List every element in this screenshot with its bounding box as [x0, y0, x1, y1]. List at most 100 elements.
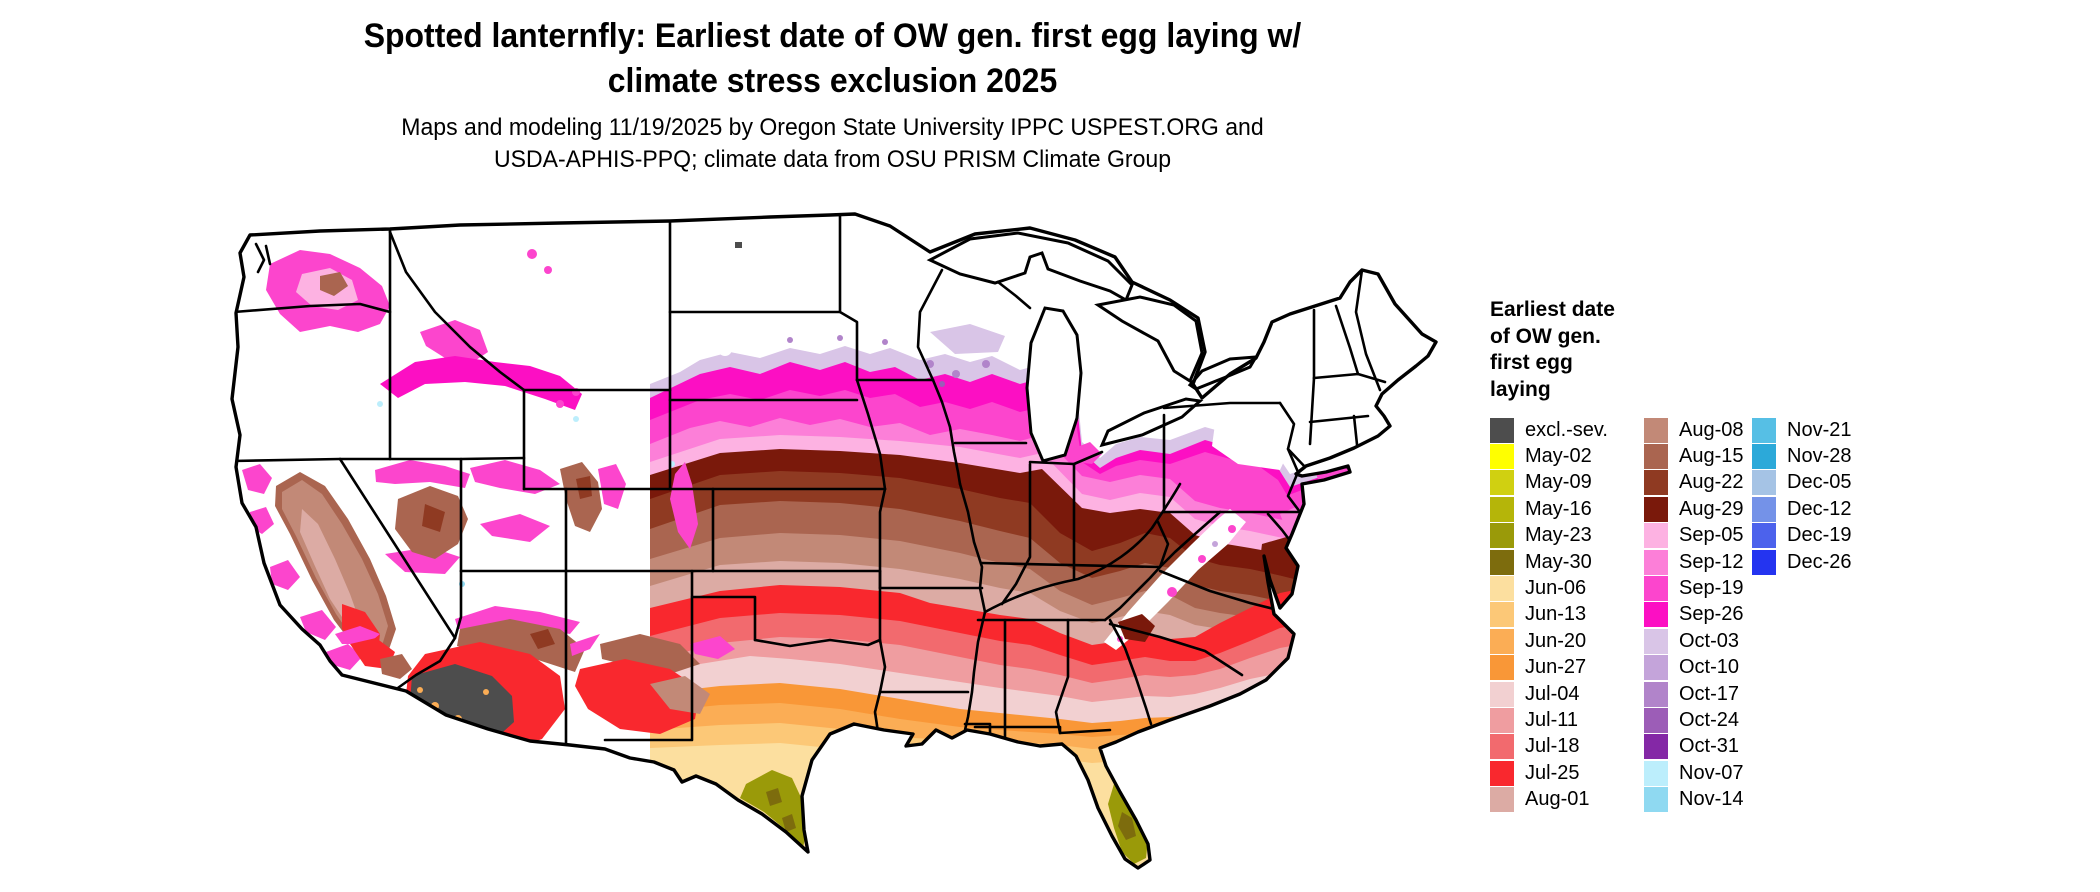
- border-vt-nh: [1334, 304, 1360, 376]
- border-il-mo: [958, 482, 987, 614]
- legend-entry-label: Jun-06: [1525, 577, 1587, 600]
- legend-swatch: [1490, 787, 1514, 813]
- legend-entry-label: May-02: [1525, 445, 1592, 468]
- map-region-nevada-magenta2: [470, 460, 560, 494]
- map-speck-cyan1: [377, 401, 383, 407]
- map-region-ca-coast-magenta5: [326, 644, 362, 670]
- legend-entry-label: Sep-12: [1679, 550, 1744, 573]
- legend-entry: Dec-19: [1752, 523, 1851, 549]
- legend-entry: Dec-26: [1752, 549, 1851, 575]
- legend-swatch: [1752, 417, 1776, 443]
- legend-swatch: [1752, 523, 1776, 549]
- map-region-south-texas-dark-olive2: [782, 814, 796, 832]
- legend-entry: Jun-06: [1490, 575, 1608, 602]
- map-region-nm-magenta2: [690, 636, 735, 659]
- legend-entry: Sep-26: [1644, 602, 1744, 628]
- border-nd-mn: [838, 214, 859, 382]
- legend-entry-label: May-23: [1525, 524, 1592, 547]
- border-wv-va: [1158, 510, 1222, 569]
- border-mt-id: [388, 230, 526, 392]
- border-ia-wi-il: [931, 378, 962, 486]
- legend-entry-label: Nov-28: [1787, 445, 1852, 468]
- border-red-river: [753, 638, 882, 648]
- legend-swatch: [1752, 470, 1776, 496]
- legend-entry: Oct-03: [1644, 628, 1744, 654]
- legend-entry: Dec-12: [1752, 496, 1851, 522]
- border-delaware: [1308, 512, 1330, 546]
- border-va-nc: [1158, 569, 1284, 613]
- legend-entry-label: Dec-12: [1787, 497, 1852, 520]
- map-speck-mn-purple1: [837, 335, 843, 341]
- map-legend: Earliest date of OW gen. first egg layin…: [1490, 297, 1920, 817]
- legend-entry: May-30: [1490, 549, 1608, 575]
- legend-swatch: [1644, 787, 1668, 813]
- border-ia-west: [855, 378, 887, 491]
- border-wa-or: [232, 302, 392, 314]
- legend-entry-label: Oct-24: [1679, 708, 1740, 731]
- border-pa-ny: [1162, 401, 1282, 410]
- legend-swatch: [1752, 496, 1776, 522]
- map-region-utah-magenta: [598, 464, 626, 509]
- map-speck-appalachia3: [1167, 587, 1177, 597]
- border-ny-nj: [1286, 447, 1308, 470]
- map-region-arizona-brown: [457, 619, 585, 672]
- map-speck-az-orange3: [483, 689, 489, 695]
- map-region-ca-coast-magenta3: [270, 560, 300, 590]
- map-speck-cyan2: [573, 416, 579, 422]
- border-mo-west: [878, 487, 887, 590]
- lake-erie: [1099, 397, 1204, 448]
- legend-entry-label: Dec-19: [1787, 524, 1852, 547]
- legend-entry: Nov-21: [1752, 417, 1851, 443]
- legend-entry: Dec-05: [1752, 470, 1851, 496]
- figure-subtitle-line2: USDA-APHIS-PPQ; climate data from OSU PR…: [493, 146, 1172, 173]
- border-delaware-river: [1278, 401, 1302, 514]
- map-speck-appalachia1: [1228, 525, 1236, 533]
- legend-entry-label: Aug-01: [1525, 788, 1590, 811]
- map-speck-sd-purple: [787, 337, 793, 343]
- map-speck-yellowstone1: [556, 400, 564, 408]
- legend-swatch: [1644, 760, 1668, 786]
- legend-entry: Aug-08: [1644, 417, 1744, 443]
- legend-entry-label: Aug-29: [1679, 497, 1744, 520]
- figure-subtitle: Maps and modeling 11/19/2025 by Oregon S…: [50, 112, 1615, 176]
- map-region-nm-magenta1: [570, 634, 600, 656]
- border-42n: [232, 456, 526, 463]
- legend-swatch: [1490, 549, 1514, 575]
- legend-entry-label: Jul-18: [1525, 735, 1580, 758]
- map-region-columbia-basin-brown: [320, 272, 348, 296]
- legend-swatch: [1490, 655, 1514, 681]
- legend-swatch: [1490, 444, 1514, 470]
- map-region-front-range-magenta: [670, 462, 698, 549]
- legend-swatch: [1644, 470, 1668, 496]
- legend-entry-label: Sep-26: [1679, 603, 1744, 626]
- border-mn-wi: [916, 268, 944, 382]
- legend-entry: Aug-15: [1644, 443, 1744, 470]
- legend-title-line1: Earliest date: [1490, 298, 1615, 321]
- map-region-boise-magenta: [420, 320, 488, 364]
- figure-title-line2: climate stress exclusion 2025: [607, 62, 1058, 100]
- legend-entry: Jul-04: [1490, 681, 1608, 707]
- legend-entry-label: Nov-14: [1679, 788, 1744, 811]
- conus-outline: [230, 212, 1438, 870]
- map-region-florida-keys-yellow: [1106, 867, 1140, 868]
- map-region-nevada-magenta3: [480, 514, 550, 542]
- map-region-south-texas-dark-olive: [766, 788, 782, 806]
- legend-entry-label: May-16: [1525, 497, 1592, 520]
- legend-swatch: [1644, 655, 1668, 681]
- legend-entry-label: May-09: [1525, 471, 1592, 494]
- map-region-ca-coast-magenta4: [300, 610, 336, 640]
- legend-swatch: [1490, 470, 1514, 496]
- legend-entry-label: Nov-21: [1787, 418, 1852, 441]
- legend-swatch: [1490, 628, 1514, 654]
- map-region-arizona-dark-speck: [530, 629, 555, 649]
- legend-swatch: [1490, 602, 1514, 628]
- legend-swatch: [1644, 628, 1668, 654]
- legend-entry-label: Sep-05: [1679, 524, 1744, 547]
- legend-entry-label: Jun-20: [1525, 629, 1587, 652]
- border-ky-tn: [980, 561, 1162, 569]
- legend-entry-label: Dec-26: [1787, 550, 1852, 573]
- legend-entry-label: Dec-05: [1787, 471, 1852, 494]
- border-fl-north: [973, 725, 1112, 735]
- legend-entry: Oct-17: [1644, 681, 1744, 707]
